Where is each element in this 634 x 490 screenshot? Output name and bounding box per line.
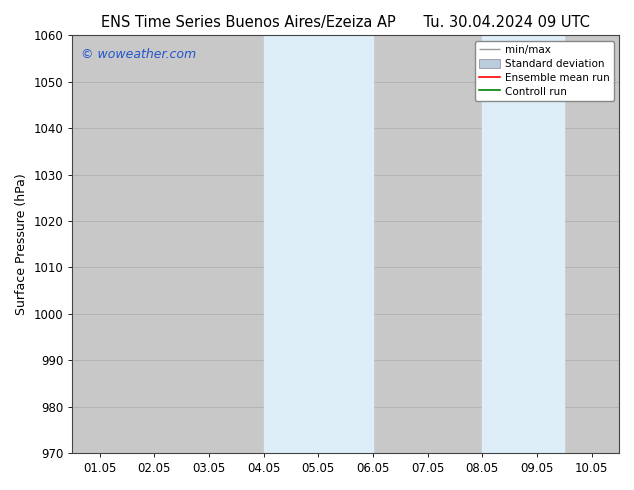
Bar [482, 35, 564, 453]
Legend: min/max, Standard deviation, Ensemble mean run, Controll run: min/max, Standard deviation, Ensemble me… [475, 41, 614, 101]
Y-axis label: Surface Pressure (hPa): Surface Pressure (hPa) [15, 173, 28, 315]
Title: ENS Time Series Buenos Aires/Ezeiza AP      Tu. 30.04.2024 09 UTC: ENS Time Series Buenos Aires/Ezeiza AP T… [101, 15, 590, 30]
Text: © woweather.com: © woweather.com [81, 48, 196, 61]
Bar [264, 35, 373, 453]
